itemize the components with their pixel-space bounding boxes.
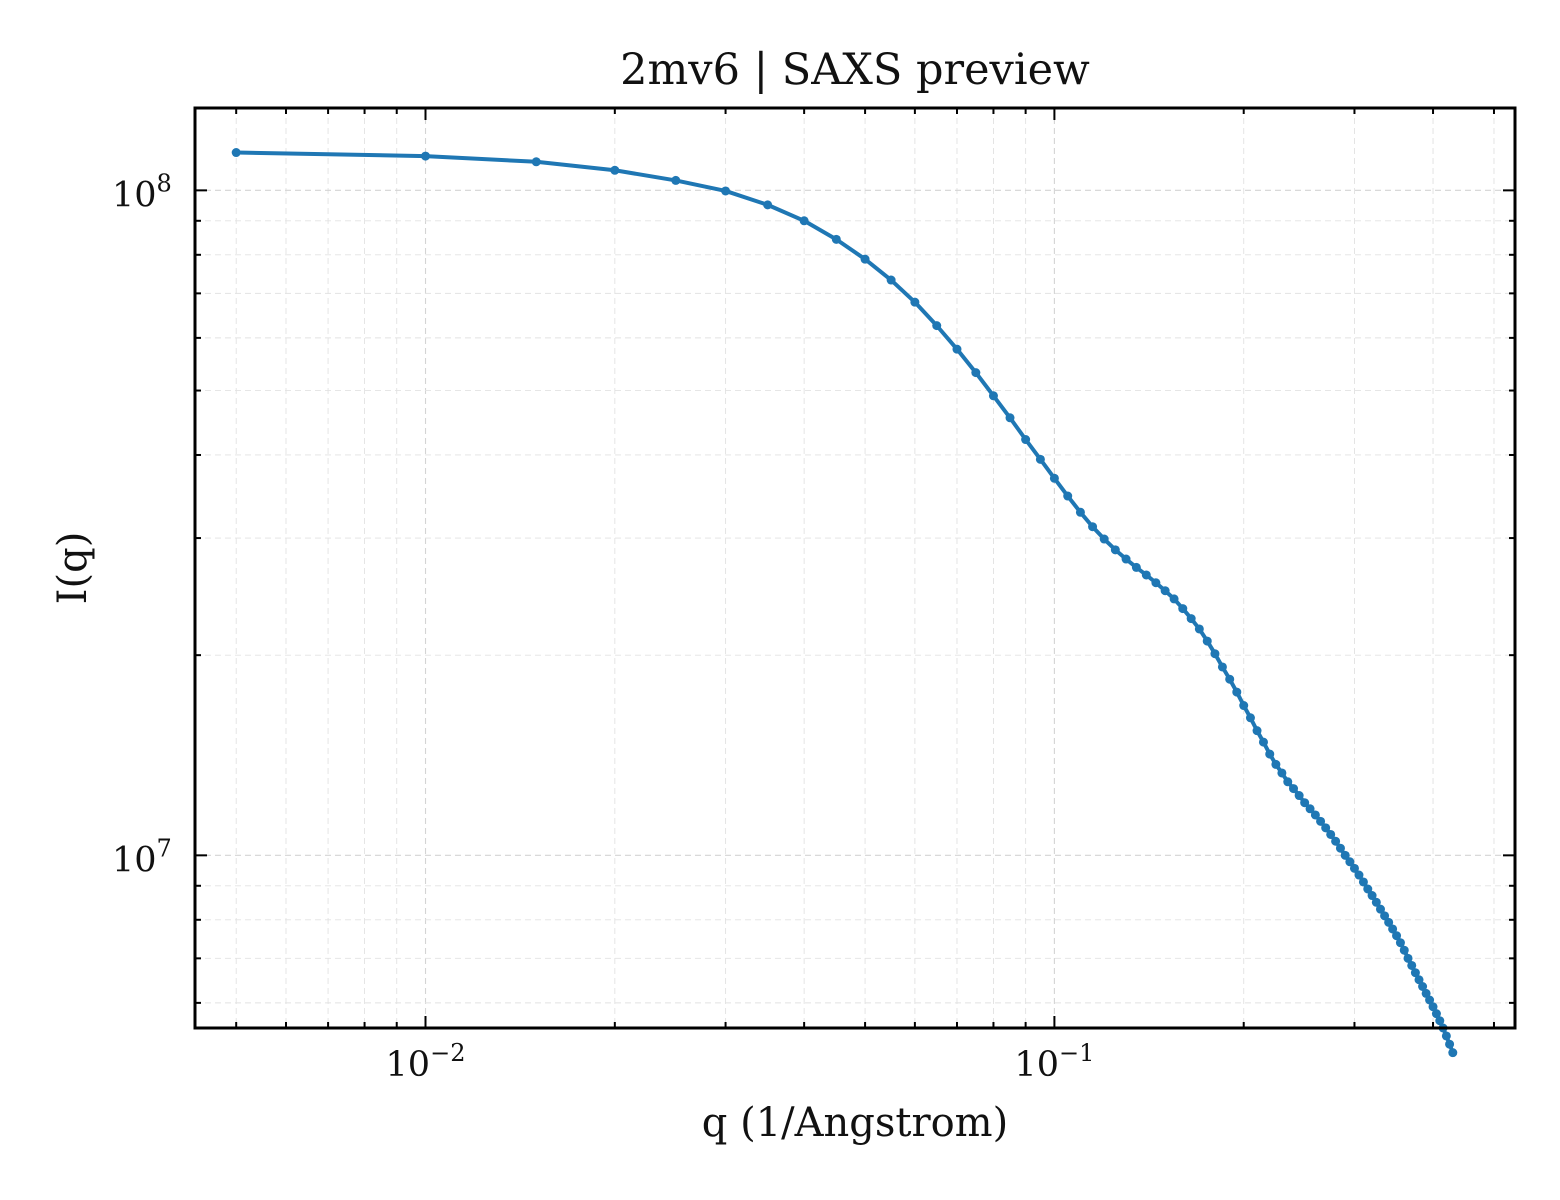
- data-point: [1316, 816, 1326, 826]
- data-point: [1049, 473, 1059, 483]
- data-point: [1110, 545, 1120, 555]
- data-point: [1345, 857, 1355, 867]
- data-point: [1331, 836, 1341, 846]
- data-point: [1283, 777, 1293, 787]
- data-point: [1121, 554, 1131, 564]
- data-point: [1265, 749, 1275, 759]
- data-point: [1225, 674, 1235, 684]
- data-point: [1340, 850, 1350, 860]
- data-point: [1245, 713, 1255, 723]
- data-point: [1375, 904, 1385, 914]
- data-point: [910, 297, 920, 307]
- data-point: [1305, 804, 1315, 814]
- data-point: [1418, 982, 1428, 991]
- data-point: [1160, 586, 1170, 596]
- data-point: [831, 234, 841, 244]
- data-point: [1354, 870, 1364, 880]
- data-point: [1399, 945, 1409, 955]
- data-point: [1371, 897, 1381, 907]
- data-point: [886, 275, 896, 285]
- data-point: [1431, 1009, 1441, 1019]
- data-point: [1428, 1002, 1438, 1012]
- data-point: [1151, 578, 1161, 588]
- data-series: [231, 148, 1458, 1058]
- data-point: [1363, 884, 1373, 894]
- x-tick-label: 10−1: [1014, 1039, 1094, 1085]
- data-point: [1239, 701, 1249, 711]
- data-point: [1088, 522, 1098, 532]
- data-point: [1005, 413, 1015, 423]
- data-point: [988, 391, 998, 401]
- data-point: [1380, 911, 1390, 921]
- data-point: [1425, 995, 1435, 1005]
- data-point: [1075, 507, 1085, 517]
- grid-lines: [195, 108, 1515, 1028]
- data-point: [421, 151, 431, 161]
- data-point: [1099, 534, 1109, 544]
- y-tick-label: 108: [112, 169, 172, 215]
- data-point: [1300, 798, 1310, 808]
- data-point: [1169, 594, 1179, 604]
- data-point: [1210, 649, 1220, 659]
- data-point: [932, 321, 942, 331]
- data-point: [721, 186, 731, 196]
- data-point: [1358, 877, 1368, 887]
- data-point: [1289, 784, 1299, 794]
- data-point: [1448, 1048, 1458, 1058]
- data-point: [971, 368, 981, 378]
- data-point: [1407, 960, 1417, 970]
- data-point: [1277, 768, 1287, 778]
- data-point: [1252, 726, 1262, 736]
- data-point: [1271, 759, 1281, 769]
- data-point: [610, 165, 620, 175]
- data-point: [1178, 604, 1188, 614]
- chart-title: 2mv6 | SAXS preview: [620, 45, 1090, 95]
- data-point: [1335, 843, 1345, 853]
- data-point: [1441, 1031, 1451, 1041]
- data-point: [1392, 931, 1402, 941]
- data-point: [1414, 975, 1424, 985]
- y-axis-label: I(q): [50, 532, 96, 605]
- data-point: [1217, 662, 1227, 672]
- data-point: [1310, 810, 1320, 820]
- data-point: [952, 344, 962, 354]
- data-point: [1388, 924, 1398, 934]
- data-point: [1035, 454, 1045, 464]
- data-point: [1021, 435, 1031, 445]
- data-point: [1294, 791, 1304, 801]
- data-point: [1349, 863, 1359, 873]
- data-point: [1435, 1016, 1445, 1026]
- data-point: [231, 148, 241, 158]
- x-axis-label: q (1/Angstrom): [702, 1100, 1008, 1146]
- data-point: [1384, 917, 1394, 927]
- data-point: [671, 175, 681, 185]
- data-point: [799, 216, 809, 226]
- data-point: [1321, 823, 1331, 833]
- data-point: [1367, 891, 1377, 901]
- data-point: [860, 254, 870, 264]
- data-point: [1131, 562, 1141, 572]
- data-point: [1232, 687, 1242, 697]
- data-point: [1421, 988, 1431, 998]
- data-point: [1186, 614, 1196, 624]
- plot-frame: [193, 106, 1517, 1030]
- data-point: [1141, 570, 1151, 580]
- data-point: [1326, 829, 1336, 839]
- data-point: [1445, 1039, 1455, 1049]
- data-point: [531, 157, 541, 167]
- data-point: [1395, 938, 1405, 948]
- data-point: [1194, 624, 1204, 634]
- data-point: [1202, 636, 1212, 646]
- data-point: [1410, 968, 1420, 978]
- data-point: [763, 200, 773, 210]
- data-point: [1063, 491, 1073, 501]
- data-point: [1258, 737, 1268, 747]
- y-tick-label: 107: [112, 834, 172, 880]
- x-tick-label: 10−2: [386, 1039, 466, 1085]
- tick-labels: 10−2 10−1 108 107: [112, 169, 1094, 1085]
- data-point: [1403, 953, 1413, 963]
